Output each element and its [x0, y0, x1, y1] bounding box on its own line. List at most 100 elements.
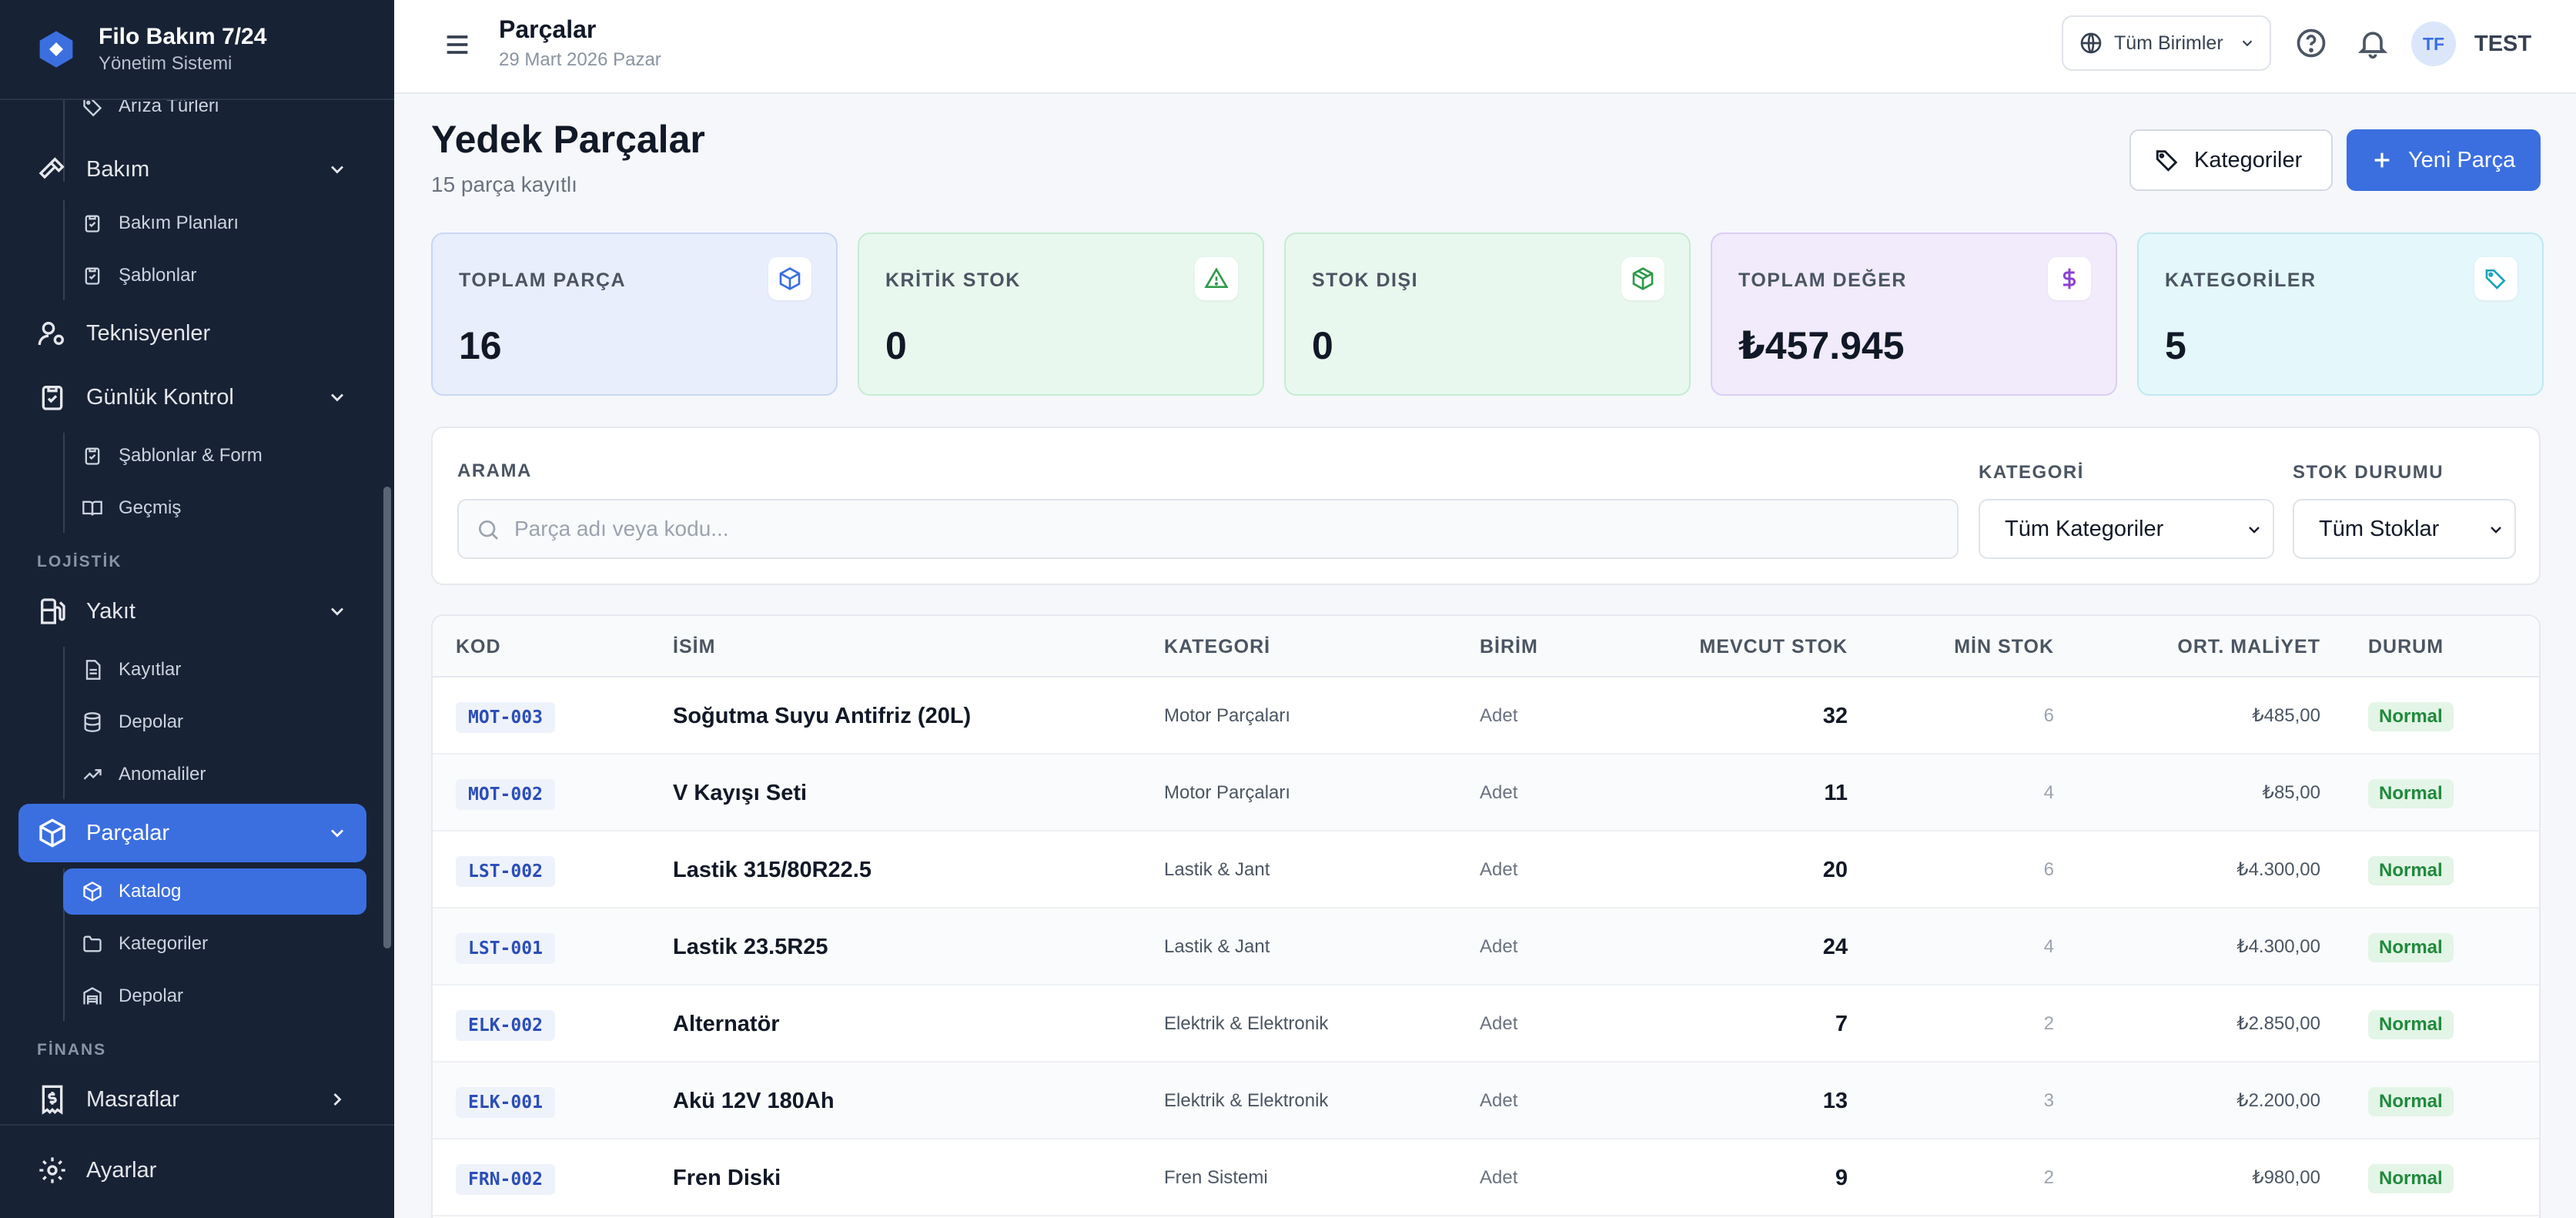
sidebar-item-anomaliler[interactable]: Anomaliler [63, 751, 366, 798]
part-name[interactable]: Alternatör [673, 1012, 780, 1036]
stat-card-critical-stock: KRİTİK STOK 0 [858, 233, 1264, 396]
part-name[interactable]: Soğutma Suyu Antifriz (20L) [673, 704, 972, 728]
sidebar-item-sablonlar-form[interactable]: Şablonlar & Form [63, 433, 366, 479]
stat-card-out-of-stock: STOK DIŞI 0 [1284, 233, 1691, 396]
new-part-button[interactable]: Yeni Parça [2347, 129, 2541, 191]
help-icon[interactable] [2294, 26, 2328, 60]
sidebar-item-gunluk-kontrol[interactable]: Günlük Kontrol [18, 368, 366, 427]
gear-icon [39, 1157, 65, 1183]
sidebar-item-gecmis[interactable]: Geçmiş [63, 485, 366, 531]
sidebar-item-katalog[interactable]: Katalog [63, 868, 366, 915]
part-avg-cost: ₺4.300,00 [2236, 936, 2320, 957]
sidebar-item-label: Katalog [119, 881, 182, 902]
table-row[interactable]: LST-001 Lastik 23.5R25 Lastik & Jant Adet 24… [433, 908, 2539, 985]
part-unit: Adet [1480, 782, 1518, 803]
stat-value: 0 [1312, 324, 1333, 367]
part-name[interactable]: Fren Diski [673, 1166, 781, 1190]
stat-label: KRİTİK STOK [885, 269, 1021, 291]
sidebar-item-ariza-turleri[interactable]: Arıza Türleri [63, 100, 366, 129]
stock-status-select[interactable]: Tüm Stoklar [2293, 499, 2516, 559]
part-code[interactable]: MOT-003 [456, 702, 555, 733]
column-header-code[interactable]: KOD [456, 636, 501, 658]
chevron-down-icon [2249, 527, 2260, 534]
tag-icon [2474, 257, 2517, 300]
category-select[interactable]: Tüm Kategoriler [1979, 499, 2274, 559]
app-title: Filo Bakım 7/24 [99, 24, 267, 49]
column-header-unit[interactable]: BİRİM [1480, 636, 1538, 658]
part-name[interactable]: Akü 12V 180Ah [673, 1089, 835, 1113]
part-unit: Adet [1480, 1167, 1518, 1188]
chevron-down-icon [331, 393, 343, 402]
sidebar-item-yakit-depolar[interactable]: Depolar [63, 699, 366, 745]
top-bar: Parçalar 29 Mart 2026 Pazar Tüm Birimler… [394, 0, 2576, 94]
sidebar-item-label: Bakım [86, 156, 150, 182]
part-code[interactable]: LST-002 [456, 856, 555, 887]
part-name[interactable]: Lastik 23.5R25 [673, 935, 828, 959]
new-part-button-label: Yeni Parça [2408, 147, 2516, 172]
sidebar-item-teknisyenler[interactable]: Teknisyenler [18, 304, 366, 363]
part-code[interactable]: ELK-002 [456, 1010, 555, 1041]
sidebar-item-kategoriler[interactable]: Kategoriler [63, 921, 366, 967]
user-gear-icon [38, 322, 65, 346]
sidebar-item-masraflar[interactable]: Masraflar [18, 1070, 366, 1124]
bell-icon[interactable] [2356, 26, 2390, 60]
column-header-avg-cost[interactable]: ORT. MALİYET [2177, 636, 2320, 658]
column-header-category[interactable]: KATEGORİ [1164, 636, 1271, 658]
table-row[interactable]: MOT-002 V Kayışı Seti Motor Parçaları Adet 1… [433, 755, 2539, 832]
column-header-min-stock[interactable]: MİN STOK [1954, 636, 2054, 658]
column-header-name[interactable]: İSİM [673, 636, 716, 658]
part-code[interactable]: LST-001 [456, 933, 555, 964]
column-header-status[interactable]: DURUM [2368, 636, 2444, 658]
sidebar-item-label: Yakıt [86, 598, 135, 624]
sidebar-item-sablonlar[interactable]: Şablonlar [63, 253, 366, 299]
sidebar-item-parca-depolar[interactable]: Depolar [63, 973, 366, 1019]
section-lojistik: LOJİSTİK [37, 553, 122, 571]
fuel-icon [41, 598, 65, 624]
sidebar-item-kayitlar[interactable]: Kayıtlar [63, 647, 366, 693]
avatar[interactable]: TF [2411, 22, 2456, 66]
user-name[interactable]: TEST [2474, 32, 2532, 56]
menu-icon[interactable] [442, 29, 473, 60]
part-code[interactable]: ELK-001 [456, 1087, 555, 1118]
sidebar-item-bakim[interactable]: Bakım [18, 140, 366, 199]
part-avg-cost: ₺85,00 [2262, 782, 2320, 803]
unit-selector-label: Tüm Birimler [2114, 32, 2223, 54]
sidebar-item-bakim-planlari[interactable]: Bakım Planları [63, 200, 366, 246]
part-category: Lastik & Jant [1164, 936, 1270, 957]
status-badge: Normal [2368, 933, 2454, 962]
sidebar-item-yakit[interactable]: Yakıt [18, 582, 366, 641]
table-row[interactable]: MOT-003 Soğutma Suyu Antifriz (20L) Motor … [433, 678, 2539, 755]
part-min-stock: 3 [2043, 1090, 2054, 1111]
part-avg-cost: ₺485,00 [2252, 705, 2320, 726]
column-header-stock[interactable]: MEVCUT STOK [1699, 636, 1848, 658]
table-row[interactable]: ELK-002 Alternatör Elektrik & Elektronik Ad… [433, 985, 2539, 1062]
categories-button[interactable]: Kategoriler [2129, 129, 2333, 191]
warehouse-icon [83, 987, 102, 1005]
part-name[interactable]: V Kayışı Seti [673, 781, 808, 805]
globe-icon [2080, 32, 2102, 54]
chevron-down-icon [331, 829, 343, 838]
sidebar-item-ayarlar[interactable]: Ayarlar [18, 1141, 366, 1200]
search-input[interactable]: Parça adı veya kodu... [457, 499, 1959, 559]
part-category: Motor Parçaları [1164, 782, 1291, 803]
table-row[interactable]: FRN-002 Fren Diski Fren Sistemi Adet 9 2 ₺980,… [433, 1139, 2539, 1216]
part-code[interactable]: FRN-002 [456, 1164, 555, 1195]
part-code[interactable]: MOT-002 [456, 779, 555, 810]
header-date: 29 Mart 2026 Pazar [499, 49, 661, 70]
part-name[interactable]: Lastik 315/80R22.5 [673, 858, 871, 882]
part-category: Lastik & Jant [1164, 859, 1270, 880]
brand[interactable]: Filo Bakım 7/24 Yönetim Sistemi [0, 0, 394, 100]
hammer-icon [38, 157, 65, 179]
part-stock: 13 [1822, 1089, 1848, 1113]
search-icon [479, 520, 498, 540]
sidebar-scrollbar[interactable] [383, 487, 391, 949]
stat-value: ₺457.945 [1738, 324, 1905, 367]
category-select-value: Tüm Kategoriler [2005, 517, 2164, 541]
book-icon [82, 500, 102, 516]
part-stock: 24 [1822, 935, 1848, 959]
sidebar-item-parcalar[interactable]: Parçalar [18, 804, 366, 862]
table-row[interactable]: LST-002 Lastik 315/80R22.5 Lastik & Jant Ad… [433, 832, 2539, 908]
logo-icon [39, 31, 73, 68]
unit-selector[interactable]: Tüm Birimler [2062, 15, 2271, 71]
table-row[interactable]: ELK-001 Akü 12V 180Ah Elektrik & Elektroni… [433, 1062, 2539, 1139]
